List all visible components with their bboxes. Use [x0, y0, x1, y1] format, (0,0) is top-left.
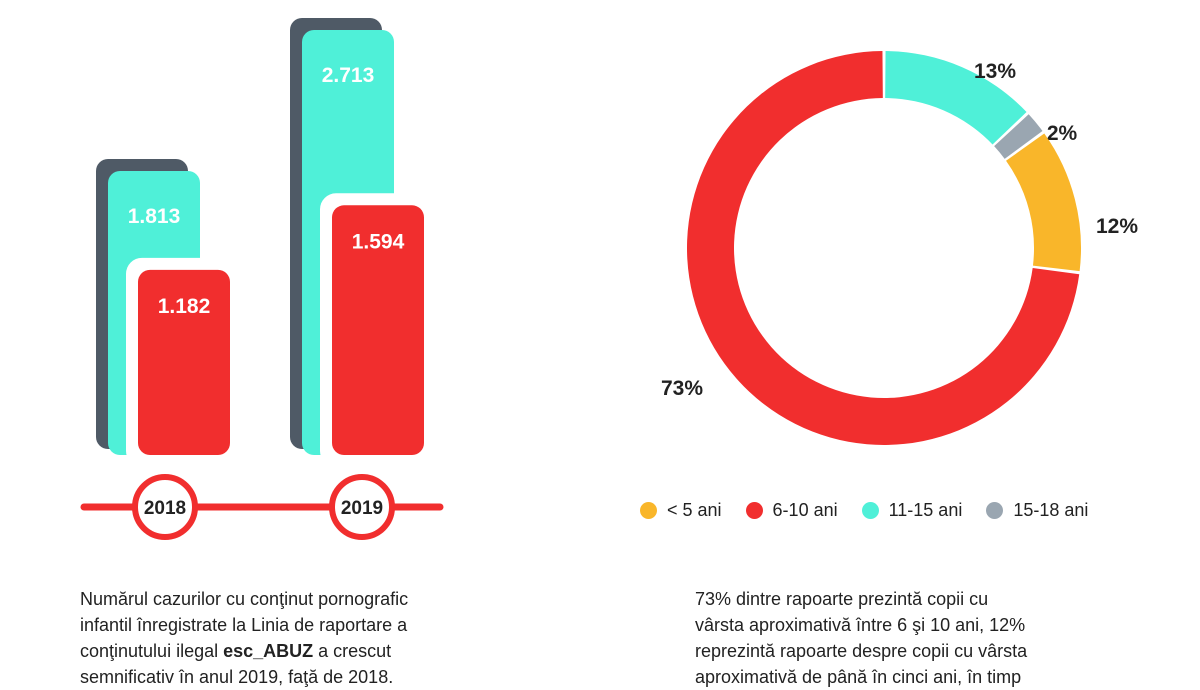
year-label: 2018 — [144, 498, 186, 519]
bar-value-label: 1.182 — [158, 295, 211, 318]
legend-item: 6-10 ani — [745, 500, 838, 521]
legend-label: 15-18 ani — [1013, 500, 1089, 520]
legend-item: < 5 ani — [640, 500, 722, 521]
year-label: 2019 — [341, 498, 383, 519]
bar-subset — [332, 205, 424, 455]
caption-line: reprezintă rapoarte despre copii cu vârs… — [695, 641, 1028, 661]
legend-item: 11-15 ani — [861, 500, 963, 521]
slice-percent-label: 73% — [661, 377, 703, 400]
brand-name: esc_ABUZ — [223, 641, 314, 661]
legend-label: 6-10 ani — [772, 500, 838, 520]
caption-line: 73% dintre rapoarte prezintă copii cu — [695, 589, 989, 609]
slice-percent-label: 12% — [1096, 215, 1138, 238]
slice-percent-label: 13% — [974, 60, 1016, 83]
caption-line: semnificativ în anul 2019, faţă de 2018. — [80, 667, 394, 687]
caption-line: vârsta aproximativă între 6 şi 10 ani, 1… — [695, 615, 1026, 635]
year-marker — [329, 474, 395, 540]
donut-chart-caption: 73% dintre rapoarte prezintă copii cu vâ… — [695, 586, 1135, 690]
donut-slice — [885, 51, 1027, 145]
legend-swatch — [986, 502, 1004, 519]
legend-label: 11-15 ani — [888, 500, 963, 520]
donut-slice — [1006, 133, 1081, 272]
bar-chart-caption: Numărul cazurilor cu conţinut pornografi… — [80, 586, 500, 690]
donut-legend: < 5 ani 6-10 ani 11-15 ani 15-18 ani — [640, 500, 1112, 521]
legend-swatch — [861, 502, 879, 519]
bar-value-label: 1.813 — [128, 205, 181, 228]
caption-line: infantil înregistrate la Linia de raport… — [80, 615, 408, 635]
bar-value-label: 1.594 — [352, 230, 405, 253]
caption-line: Numărul cazurilor cu conţinut pornografi… — [80, 589, 409, 609]
caption-line: conţinutului ilegal esc_ABUZ a crescut — [80, 638, 500, 664]
legend-swatch — [745, 502, 763, 519]
bar-chart: 1.813 1.182 2.713 1.594 2018 2019 — [80, 18, 444, 540]
caption-text: conţinutului ilegal — [80, 641, 224, 661]
donut-slice — [994, 114, 1043, 159]
bar-subset — [138, 269, 230, 455]
legend-item: 15-18 ani — [986, 500, 1088, 521]
legend-label: < 5 ani — [667, 500, 722, 520]
bar-value-label: 2.713 — [322, 64, 375, 87]
donut-chart: 13% 2% 12% 73% — [661, 51, 1138, 446]
legend-swatch — [640, 502, 657, 519]
caption-text: a crescut — [313, 641, 392, 661]
slice-percent-label: 2% — [1047, 122, 1078, 145]
caption-line: aproximativă de până în cinci ani, în ti… — [695, 667, 1022, 687]
year-marker — [132, 474, 198, 540]
